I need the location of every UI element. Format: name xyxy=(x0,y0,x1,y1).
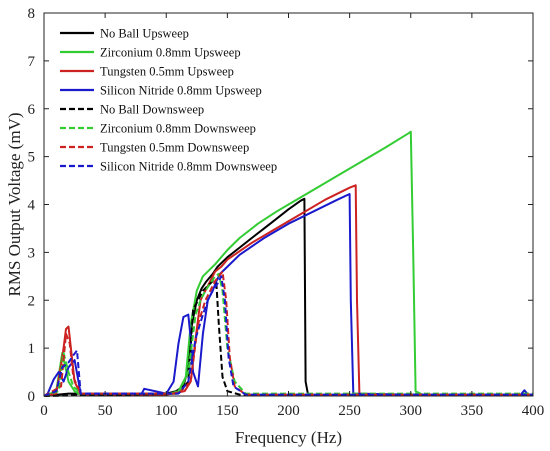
y-tick-label: 7 xyxy=(28,54,36,70)
y-tick-label: 2 xyxy=(28,293,36,309)
y-tick-label: 3 xyxy=(28,245,36,261)
y-axis-ticks: 0 1 2 3 4 5 6 7 8 xyxy=(28,6,533,405)
x-tick-label: 150 xyxy=(216,403,239,419)
legend-label: Zirconium 0.8mm Downsweep xyxy=(100,122,256,136)
x-tick-label: 350 xyxy=(461,403,484,419)
y-tick-label: 4 xyxy=(28,198,36,214)
y-tick-label: 1 xyxy=(28,341,36,357)
y-axis-title: RMS Output Voltage (mV) xyxy=(5,112,24,296)
y-tick-label: 8 xyxy=(28,6,36,22)
y-tick-label: 5 xyxy=(28,150,36,166)
x-tick-label: 300 xyxy=(400,403,423,419)
series-line-4 xyxy=(43,193,533,397)
series-line-7 xyxy=(43,270,533,397)
series-line-5 xyxy=(43,280,533,397)
legend-label: Zirconium 0.8mm Upsweep xyxy=(100,46,241,60)
legend-label: Tungsten 0.5mm Downsweep xyxy=(100,141,249,155)
legend-label: Silicon Nitride 0.8mm Upsweep xyxy=(100,84,262,98)
series-line-8 xyxy=(43,275,533,397)
legend-label: Tungsten 0.5mm Upsweep xyxy=(100,65,234,79)
x-tick-label: 0 xyxy=(40,403,48,419)
x-axis-title: Frequency (Hz) xyxy=(235,428,342,447)
legend-label: No Ball Upsweep xyxy=(100,27,189,41)
x-axis-ticks: 0 50 100 150 200 250 300 350 400 xyxy=(40,13,544,419)
legend-label: No Ball Downsweep xyxy=(100,103,204,117)
series-layer xyxy=(43,130,533,397)
x-tick-label: 50 xyxy=(98,403,113,419)
y-tick-label: 6 xyxy=(28,102,36,118)
series-line-2 xyxy=(43,130,533,397)
legend-label: Silicon Nitride 0.8mm Downsweep xyxy=(100,160,277,174)
legend: No Ball Upsweep Zirconium 0.8mm Upsweep Tu… xyxy=(60,27,277,174)
x-tick-label: 100 xyxy=(155,403,178,419)
x-tick-label: 400 xyxy=(522,403,545,419)
x-tick-label: 250 xyxy=(338,403,361,419)
x-tick-label: 200 xyxy=(277,403,300,419)
y-tick-label: 0 xyxy=(28,389,36,405)
series-line-1 xyxy=(43,197,533,397)
